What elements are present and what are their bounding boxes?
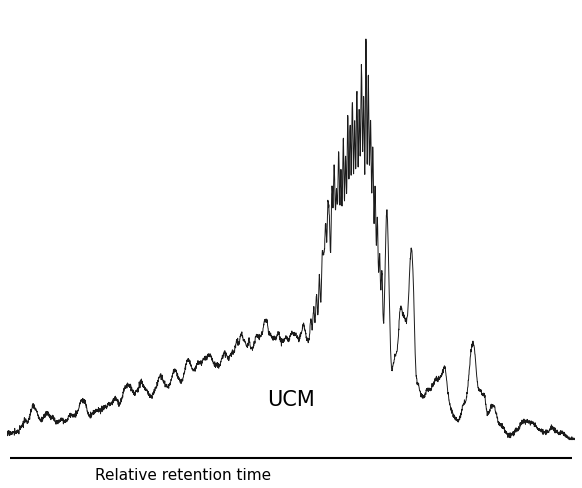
Text: Relative retention time: Relative retention time [95, 468, 271, 483]
Text: UCM: UCM [267, 389, 315, 409]
